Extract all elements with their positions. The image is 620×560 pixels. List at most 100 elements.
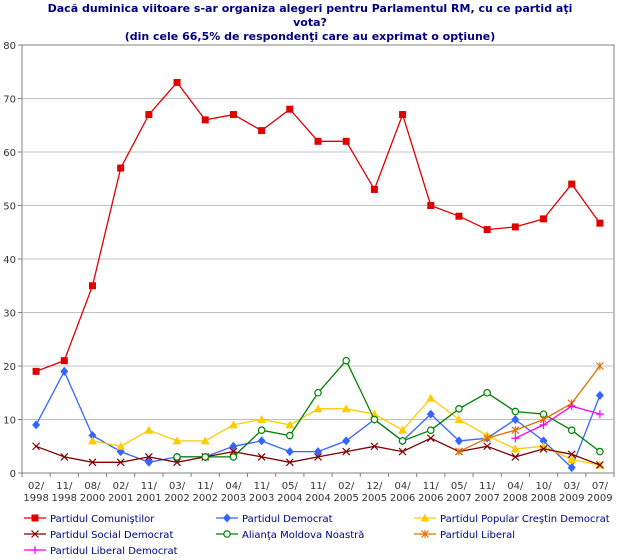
data-point-partidul-social-democrat (398, 447, 407, 456)
data-point-partidul-popular-crestin-democrat (426, 393, 436, 402)
x-tick-label-line: 2006 (418, 493, 443, 504)
legend-label: Partidul Democrat (242, 514, 333, 525)
data-point-partidul-social-democrat (144, 453, 153, 461)
x-tick-label: 02/2001 (108, 481, 133, 504)
data-point-partidul-comunistilor (32, 367, 40, 375)
y-tick-label: 80 (3, 41, 16, 52)
data-point-partidul-democrat (285, 447, 294, 457)
data-point-partidul-democrat (426, 409, 435, 419)
data-point-partidul-democrat (567, 463, 576, 473)
y-tick-label: 20 (3, 362, 16, 373)
data-point-partidul-comunistilor (455, 212, 463, 220)
x-tick-label-line: 11/ (141, 481, 158, 492)
data-point-partidul-democrat (342, 436, 351, 446)
data-point-partidul-popular-crestin-democrat (172, 436, 182, 445)
data-point-partidul-democrat (511, 415, 520, 424)
data-point-partidul-comunistilor (427, 202, 435, 209)
data-point-alianta-moldova-noastra (398, 437, 407, 445)
y-tick-label: 70 (3, 95, 16, 106)
data-point-partidul-comunistilor (342, 137, 350, 145)
data-point-partidul-popular-crestin-democrat (341, 404, 351, 413)
series-partidul-comunistilor (32, 78, 604, 375)
data-point-partidul-social-democrat (342, 447, 351, 456)
y-tick-label: 50 (3, 202, 16, 213)
x-tick-label-line: 2009 (559, 493, 584, 504)
data-point-partidul-popular-crestin-democrat (398, 425, 408, 434)
data-point-partidul-liberal (455, 447, 463, 456)
data-point-partidul-social-democrat (370, 442, 379, 451)
data-point-partidul-comunistilor (117, 164, 125, 172)
data-point-partidul-liberal (511, 426, 520, 435)
x-tick-label-line: 11/ (310, 481, 327, 492)
data-point-partidul-comunistilor (540, 215, 548, 223)
legend-item-partidul-democrat: Partidul Democrat (216, 513, 333, 525)
series-alianta-moldova-noastra (173, 356, 604, 461)
x-tick-label-line: 11/ (423, 481, 440, 492)
legend-marker (31, 546, 39, 554)
data-point-partidul-popular-crestin-democrat (539, 441, 549, 450)
data-point-alianta-moldova-noastra (596, 447, 604, 456)
data-point-partidul-social-democrat (314, 453, 322, 461)
x-tick-label-line: 11/ (479, 481, 496, 492)
chart-title: Dacă duminica viitoare s-ar organiza ale… (20, 2, 600, 44)
data-point-partidul-comunistilor (60, 357, 68, 365)
x-tick-label: 11/2007 (474, 481, 499, 504)
legend-label: Partidul Popular Creştin Democrat (440, 514, 610, 525)
x-tick-label: 02/1998 (23, 481, 48, 504)
x-tick-label-line: 2005 (362, 493, 387, 504)
x-tick-label-line: 04/ (507, 481, 524, 492)
data-point-alianta-moldova-noastra (173, 453, 181, 461)
data-point-partidul-comunistilor (286, 105, 294, 113)
data-point-partidul-social-democrat (32, 442, 41, 451)
x-tick-label-line: 10/ (535, 481, 552, 492)
data-point-partidul-popular-crestin-democrat (144, 425, 154, 434)
x-tick-label-line: 2003 (249, 493, 274, 504)
data-point-partidul-social-democrat (116, 458, 125, 467)
data-point-partidul-democrat (88, 431, 97, 441)
data-point-partidul-popular-crestin-democrat (510, 444, 520, 453)
x-tick-label-line: 2000 (80, 493, 105, 504)
data-point-alianta-moldova-noastra (483, 388, 491, 397)
data-point-partidul-liberal (483, 434, 492, 443)
data-point-partidul-comunistilor (596, 219, 604, 227)
data-point-partidul-popular-crestin-democrat (87, 436, 97, 445)
data-point-partidul-democrat (595, 390, 604, 400)
y-tick-label: 30 (3, 309, 16, 320)
data-point-partidul-democrat (229, 441, 238, 451)
data-point-partidul-comunistilor (511, 223, 519, 231)
legend-label: Alianţa Moldova Noastră (242, 530, 364, 541)
x-tick-label-line: 2002 (193, 493, 218, 504)
data-point-partidul-social-democrat (257, 453, 266, 461)
x-tick-label: 10/2008 (531, 481, 556, 504)
data-point-partidul-liberal-democrat (595, 410, 604, 419)
x-tick-label: 04/2003 (221, 481, 246, 504)
legend-marker (223, 530, 231, 538)
data-point-partidul-comunistilor (145, 111, 153, 119)
data-point-partidul-democrat (454, 436, 463, 446)
x-tick-label-line: 2001 (136, 493, 161, 504)
data-point-partidul-liberal-democrat (567, 402, 576, 411)
x-tick-label-line: 2001 (108, 493, 133, 504)
x-tick-label-line: 2003 (221, 493, 246, 504)
data-point-partidul-democrat (32, 420, 41, 430)
legend-marker (31, 514, 39, 522)
x-tick-label-line: 05/ (282, 481, 299, 492)
x-tick-label: 11/2003 (249, 481, 274, 504)
data-point-alianta-moldova-noastra (201, 453, 210, 461)
data-point-partidul-democrat (539, 436, 548, 446)
x-tick-label-line: 03/ (169, 481, 186, 492)
x-tick-label-line: 11/ (197, 481, 214, 492)
series-line-partidul-liberal (458, 365, 601, 453)
x-tick-label: 05/2004 (277, 481, 302, 504)
x-tick-label-line: 2007 (474, 493, 499, 504)
x-tick-label-line: 07/ (592, 481, 609, 492)
data-point-partidul-social-democrat (285, 458, 294, 467)
legend-label: Partidul Comuniştilor (50, 514, 155, 525)
data-point-partidul-social-democrat (539, 445, 548, 453)
data-point-partidul-liberal-democrat (511, 434, 520, 443)
legend-label: Partidul Social Democrat (50, 530, 173, 541)
data-point-alianta-moldova-noastra (426, 426, 435, 435)
data-point-partidul-comunistilor (370, 185, 378, 193)
data-point-partidul-democrat (257, 436, 266, 446)
